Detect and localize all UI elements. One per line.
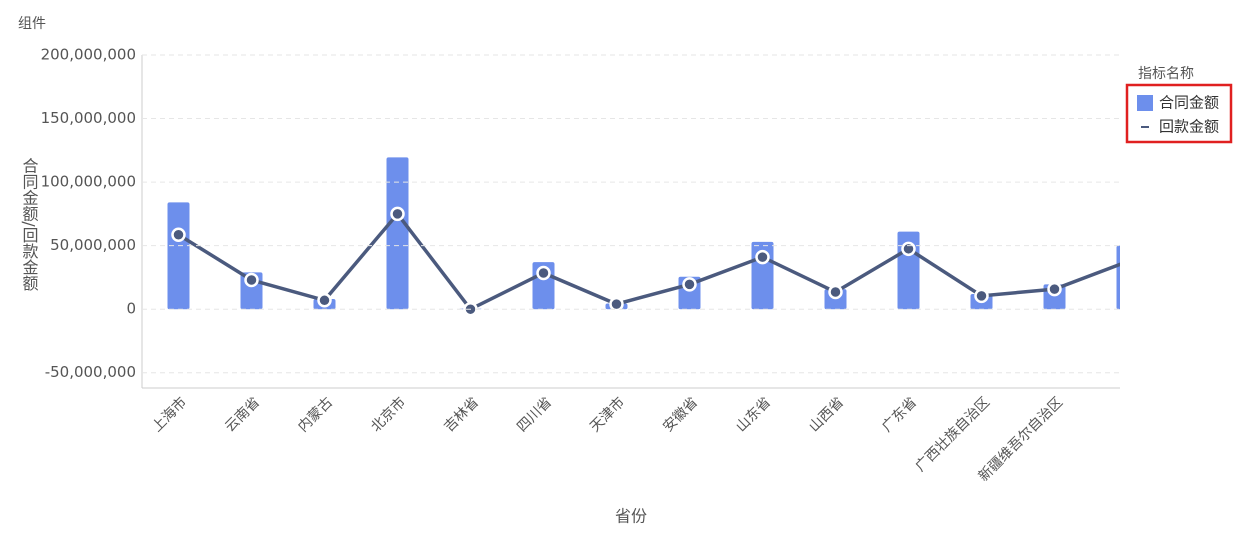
line-point bbox=[1122, 256, 1134, 268]
y-tick-label: 50,000,000 bbox=[50, 236, 136, 254]
y-tick-label: 0 bbox=[126, 300, 136, 318]
plot-area bbox=[167, 157, 1134, 317]
line-point bbox=[390, 206, 405, 222]
line-point bbox=[536, 265, 551, 281]
page-title: 组件 bbox=[18, 16, 46, 32]
line-point bbox=[244, 272, 259, 288]
line-point bbox=[901, 241, 916, 257]
y-tick-label: -50,000,000 bbox=[45, 363, 136, 381]
legend-swatch bbox=[1137, 95, 1153, 111]
line bbox=[177, 211, 1120, 312]
x-tick-label: 天津市 bbox=[586, 394, 628, 436]
line-point bbox=[682, 277, 697, 292]
x-tick-label: 四川省 bbox=[514, 394, 555, 435]
bar bbox=[386, 157, 409, 310]
x-tick-label: 吉林省 bbox=[441, 394, 482, 435]
legend-title: 指标名称 bbox=[1138, 66, 1194, 82]
y-tick-label: 150,000,000 bbox=[41, 109, 136, 127]
x-axis-label: 省份 bbox=[615, 507, 647, 526]
x-tick-label: 上海市 bbox=[148, 394, 190, 436]
line-point bbox=[171, 227, 186, 242]
y-tick-label: 100,000,000 bbox=[41, 173, 136, 191]
legend-label[interactable]: 合同金额 bbox=[1159, 94, 1219, 112]
x-tick-label: 内蒙古 bbox=[295, 394, 336, 435]
x-tick-label: 云南省 bbox=[222, 394, 263, 435]
line-point bbox=[609, 296, 624, 312]
legend-highlight bbox=[1125, 83, 1233, 144]
bar bbox=[167, 202, 190, 310]
line-point bbox=[317, 293, 332, 308]
bar bbox=[1116, 245, 1120, 310]
x-tick-label: 广东省 bbox=[879, 394, 920, 435]
y-tick-label: 200,000,000 bbox=[41, 46, 136, 64]
x-tick-label: 山东省 bbox=[733, 394, 774, 435]
y-axis-label: 合同金额/回款金额 bbox=[20, 157, 39, 290]
x-tick-label: 山西省 bbox=[806, 394, 847, 435]
line-point bbox=[974, 288, 989, 304]
x-tick-label: 广西壮族自治区 bbox=[913, 394, 994, 475]
x-tick-label: 安徽省 bbox=[660, 394, 701, 435]
line-point bbox=[755, 249, 770, 265]
line-point bbox=[828, 284, 843, 300]
x-tick-label: 北京市 bbox=[367, 394, 409, 436]
line-point bbox=[1047, 281, 1062, 297]
legend-label[interactable]: 回款金额 bbox=[1159, 118, 1219, 136]
